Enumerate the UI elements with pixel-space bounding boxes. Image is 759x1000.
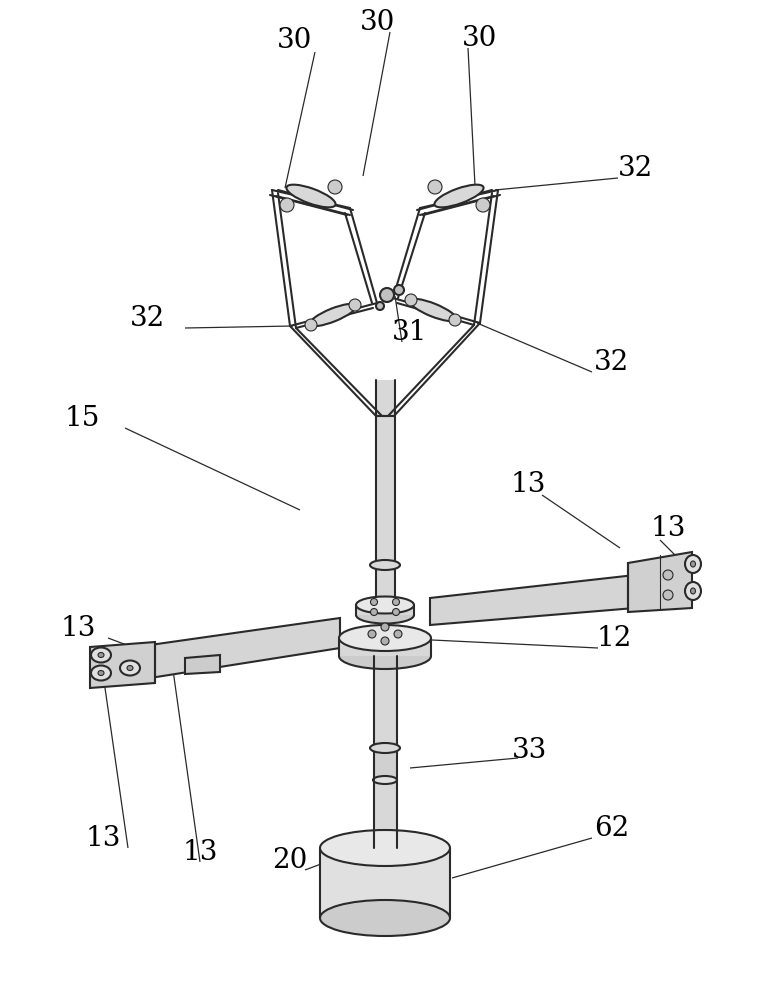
Ellipse shape — [127, 666, 133, 670]
Ellipse shape — [691, 561, 695, 567]
Circle shape — [280, 198, 294, 212]
Polygon shape — [430, 575, 635, 625]
Text: 13: 13 — [85, 824, 121, 852]
Text: 62: 62 — [594, 814, 630, 842]
Ellipse shape — [98, 670, 104, 676]
Polygon shape — [628, 552, 692, 612]
Ellipse shape — [370, 560, 400, 570]
Ellipse shape — [339, 643, 431, 669]
Ellipse shape — [373, 776, 397, 784]
Ellipse shape — [691, 588, 695, 594]
Text: 30: 30 — [361, 8, 395, 35]
Circle shape — [328, 180, 342, 194]
Ellipse shape — [320, 830, 450, 866]
Text: 30: 30 — [277, 26, 313, 53]
Circle shape — [405, 294, 417, 306]
Text: 32: 32 — [594, 349, 630, 375]
Polygon shape — [90, 642, 155, 688]
Polygon shape — [374, 748, 397, 780]
Polygon shape — [339, 638, 431, 656]
Circle shape — [381, 623, 389, 631]
Circle shape — [392, 608, 399, 615]
Text: 13: 13 — [182, 838, 218, 865]
Circle shape — [381, 637, 389, 645]
Polygon shape — [356, 605, 414, 615]
Polygon shape — [150, 618, 340, 678]
Ellipse shape — [356, 606, 414, 624]
Text: 15: 15 — [65, 404, 99, 432]
Circle shape — [392, 598, 399, 605]
Polygon shape — [320, 848, 450, 918]
Polygon shape — [374, 656, 397, 748]
Text: 30: 30 — [462, 24, 498, 51]
Ellipse shape — [685, 555, 701, 573]
Text: 13: 13 — [650, 514, 685, 542]
Ellipse shape — [410, 299, 456, 321]
Circle shape — [349, 299, 361, 311]
Ellipse shape — [320, 900, 450, 936]
Text: 12: 12 — [597, 624, 631, 652]
Ellipse shape — [370, 743, 400, 753]
Circle shape — [428, 180, 442, 194]
Circle shape — [368, 630, 376, 638]
Circle shape — [305, 319, 317, 331]
Ellipse shape — [91, 648, 111, 662]
Circle shape — [394, 630, 402, 638]
Ellipse shape — [98, 652, 104, 658]
Ellipse shape — [91, 666, 111, 680]
Ellipse shape — [434, 185, 483, 207]
Ellipse shape — [286, 185, 335, 207]
Text: 31: 31 — [392, 318, 427, 346]
Text: 13: 13 — [510, 471, 546, 497]
Text: 32: 32 — [617, 154, 653, 182]
Polygon shape — [374, 780, 397, 848]
Text: 13: 13 — [60, 614, 96, 642]
Polygon shape — [185, 655, 220, 674]
Ellipse shape — [120, 660, 140, 676]
Circle shape — [380, 288, 394, 302]
Text: 33: 33 — [512, 736, 548, 764]
Ellipse shape — [310, 304, 356, 326]
Circle shape — [449, 314, 461, 326]
Ellipse shape — [356, 596, 414, 613]
Ellipse shape — [339, 625, 431, 651]
Circle shape — [370, 598, 377, 605]
Circle shape — [663, 570, 673, 580]
Circle shape — [476, 198, 490, 212]
Circle shape — [370, 608, 377, 615]
Circle shape — [663, 590, 673, 600]
Text: 32: 32 — [131, 304, 165, 332]
Ellipse shape — [685, 582, 701, 600]
Circle shape — [394, 285, 404, 295]
Polygon shape — [376, 380, 395, 605]
Circle shape — [376, 302, 384, 310]
Text: 20: 20 — [272, 846, 307, 874]
